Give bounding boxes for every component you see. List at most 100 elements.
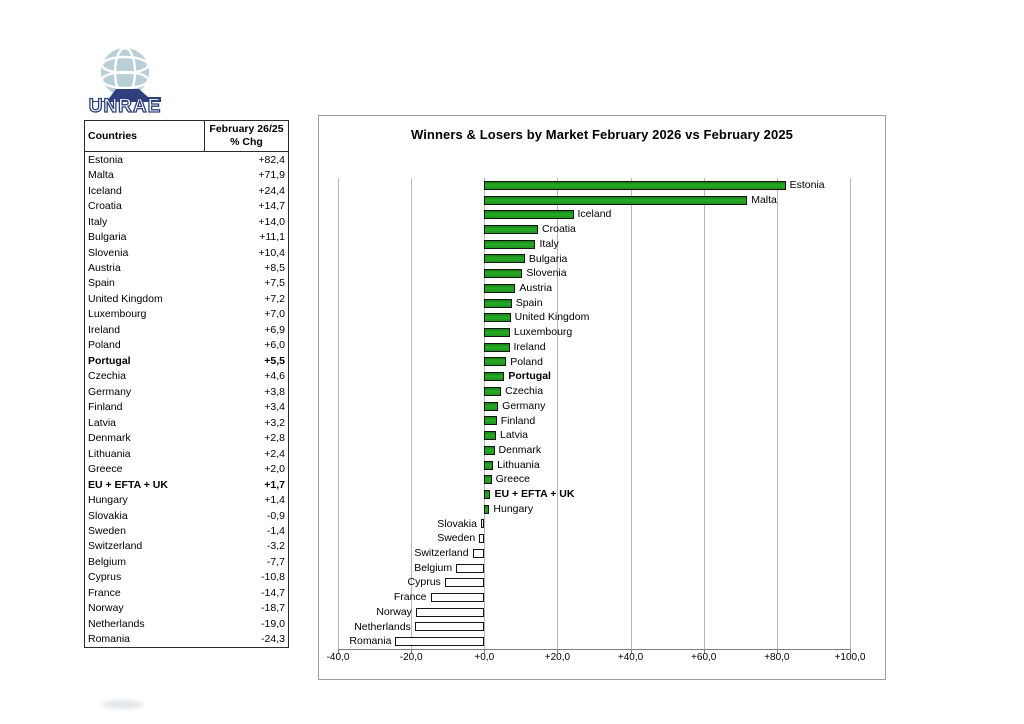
table-row: Norway -18,7 xyxy=(85,601,288,616)
chart-bar-positive xyxy=(484,313,511,323)
bar-label: Latvia xyxy=(499,429,529,442)
pct-chg-value: +24,4 xyxy=(258,184,285,197)
gridline xyxy=(411,178,413,649)
pct-chg-value: +11,1 xyxy=(259,231,285,244)
table-row: Croatia +14,7 xyxy=(85,198,288,213)
country-name: Norway xyxy=(88,602,124,615)
country-name: Belgium xyxy=(88,555,126,568)
chart-bar-negative xyxy=(415,607,485,617)
table-row: Ireland +6,9 xyxy=(85,322,288,337)
table-row: Belgium -7,7 xyxy=(85,554,288,569)
pct-chg-value: -1,4 xyxy=(266,524,285,537)
x-tick-label: +80,0 xyxy=(764,652,790,663)
bar-label: Norway xyxy=(376,605,412,618)
x-axis-tick xyxy=(630,649,632,653)
table-row: United Kingdom +7,2 xyxy=(85,291,288,306)
x-tick-label: -40,0 xyxy=(326,652,350,663)
table-row: Poland +6,0 xyxy=(85,338,288,353)
pct-chg-value: +10,4 xyxy=(258,246,285,259)
chart-bar-positive xyxy=(484,225,539,235)
chart-bar-positive xyxy=(484,328,510,338)
pct-chg-value: +82,4 xyxy=(258,153,285,166)
table-row: Cyprus -10,8 xyxy=(85,570,288,585)
country-name: Denmark xyxy=(88,432,131,445)
x-axis-tick xyxy=(776,649,778,653)
country-name: Romania xyxy=(88,633,131,646)
unrae-logo-graphic: UNRAE xyxy=(88,48,161,118)
bar-label: Ireland xyxy=(513,340,546,353)
table-row: Czechia +4,6 xyxy=(85,369,288,384)
country-name: Luxembourg xyxy=(88,308,147,321)
table-row: Romania -24,3 xyxy=(85,632,288,647)
pct-chg-value: +2,8 xyxy=(264,432,285,445)
table-row: Iceland +24,4 xyxy=(85,183,288,198)
chart-bar-positive xyxy=(484,489,491,499)
pct-chg-value: -19,0 xyxy=(261,617,285,630)
table-row: Slovakia -0,9 xyxy=(85,508,288,523)
chart-bar-positive xyxy=(484,401,499,411)
table-row: Italy +14,0 xyxy=(85,214,288,229)
pct-chg-value: +4,6 xyxy=(264,370,285,383)
bar-label: Lithuania xyxy=(497,458,540,471)
country-name: Malta xyxy=(88,169,114,182)
country-name: France xyxy=(88,586,121,599)
chart-bar-negative xyxy=(479,534,485,544)
pct-chg-value: -10,8 xyxy=(261,571,285,584)
bar-label: Switzerland xyxy=(414,546,469,559)
table-header: Countries February 26/25 % Chg xyxy=(85,121,288,152)
table-row: Malta +71,9 xyxy=(85,167,288,182)
bar-label: Poland xyxy=(510,355,543,368)
x-tick-label: +40,0 xyxy=(617,652,644,663)
chart-bar-positive xyxy=(484,386,502,396)
table-row: Latvia +3,2 xyxy=(85,415,288,430)
pct-chg-value: -3,2 xyxy=(266,540,285,553)
bar-label: Sweden xyxy=(437,532,476,545)
plot-area: -40,0 -20,0 +0,0 +20,0 +40,0 +60,0 +80,0 +100,0… xyxy=(327,178,865,663)
pct-chg-value: +5,5 xyxy=(264,354,285,367)
chart-bar-positive xyxy=(484,416,497,426)
bar-label: Malta xyxy=(751,193,777,206)
country-name: Spain xyxy=(88,277,115,290)
chart-bar-negative xyxy=(395,637,485,647)
gridline xyxy=(850,178,851,649)
bar-label: Belgium xyxy=(414,561,453,574)
bar-label: Czechia xyxy=(505,385,544,398)
unrae-logo: UNRAE xyxy=(84,42,166,118)
bar-label: Spain xyxy=(515,296,543,309)
gridline xyxy=(484,178,486,649)
x-axis-tick xyxy=(703,649,705,653)
country-name: Cyprus xyxy=(88,571,122,584)
pct-chg-value: +6,0 xyxy=(264,339,285,352)
pct-chg-value: -14,7 xyxy=(261,586,285,599)
country-name: Ireland xyxy=(88,323,121,336)
pct-chg-value: -0,9 xyxy=(266,509,285,522)
table-row: Estonia +82,4 xyxy=(85,152,288,167)
chart-bar-positive xyxy=(484,475,492,485)
chart: Winners & Losers by Market February 2026… xyxy=(318,115,886,680)
country-name: Portugal xyxy=(88,354,131,367)
chart-bar-negative xyxy=(480,519,485,529)
chart-bar-positive xyxy=(484,195,748,205)
bar-label: Iceland xyxy=(577,208,612,221)
table-row: Spain +7,5 xyxy=(85,276,288,291)
table-header-countries: Countries xyxy=(85,121,205,151)
table-row: Hungary +1,4 xyxy=(85,492,288,507)
country-name: Netherlands xyxy=(88,617,145,630)
pct-chg-value: +7,2 xyxy=(264,292,285,305)
pct-chg-value: +14,0 xyxy=(258,215,285,228)
x-axis-tick xyxy=(338,649,339,653)
pct-chg-value: +14,7 xyxy=(258,200,285,213)
table-row: Slovenia +10,4 xyxy=(85,245,288,260)
country-name: Latvia xyxy=(88,416,117,429)
gridline xyxy=(776,178,778,649)
chart-bar-negative xyxy=(430,592,485,602)
country-name: Hungary xyxy=(88,494,128,507)
pct-chg-value: +3,2 xyxy=(264,416,285,429)
pct-chg-value: +1,4 xyxy=(264,494,285,507)
bar-label: United Kingdom xyxy=(514,311,590,324)
chart-bar-negative xyxy=(472,548,485,558)
country-name: Estonia xyxy=(88,153,124,166)
bar-label: Slovenia xyxy=(526,267,567,280)
chart-title: Winners & Losers by Market February 2026… xyxy=(410,127,794,142)
country-name: Lithuania xyxy=(88,447,131,460)
